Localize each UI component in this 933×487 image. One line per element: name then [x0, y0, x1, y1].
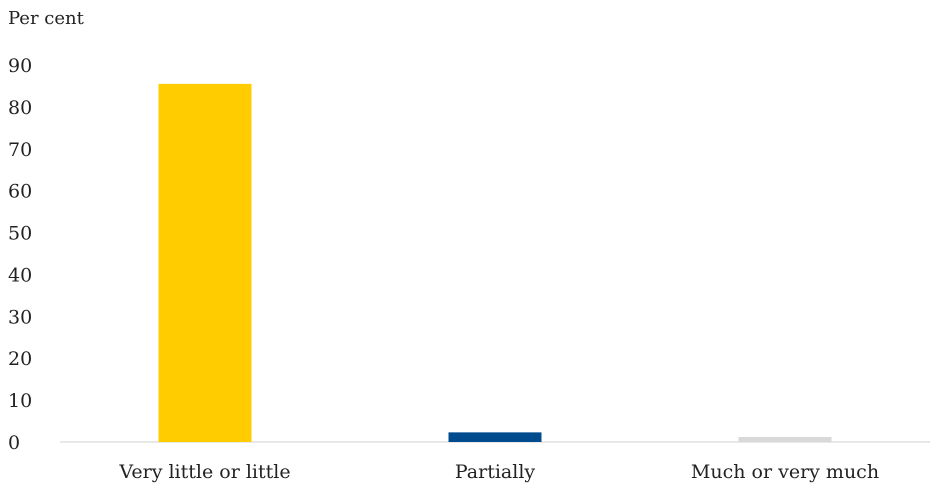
- x-tick-label: Partially: [455, 461, 536, 483]
- x-tick-labels: Very little or little Partially Much or ve…: [118, 461, 879, 483]
- y-tick-labels: 0 10 20 30 40 50 60 70 80 90: [8, 55, 32, 454]
- x-tick-label: Very little or little: [118, 461, 290, 483]
- y-tick-label: 20: [8, 348, 32, 370]
- y-tick-label: 40: [8, 264, 32, 286]
- y-tick-label: 70: [8, 139, 32, 161]
- bars: [158, 83, 832, 442]
- y-tick-label: 0: [8, 432, 20, 454]
- y-tick-label: 30: [8, 306, 32, 328]
- bar: [158, 83, 252, 442]
- y-tick-label: 80: [8, 97, 32, 119]
- bar: [738, 436, 832, 442]
- y-tick-label: 90: [8, 55, 32, 77]
- bar: [448, 432, 542, 442]
- x-tick-label: Much or very much: [691, 461, 879, 483]
- y-tick-label: 60: [8, 181, 32, 203]
- y-tick-label: 50: [8, 223, 32, 245]
- y-axis-label: Per cent: [8, 8, 84, 29]
- y-tick-label: 10: [8, 390, 32, 412]
